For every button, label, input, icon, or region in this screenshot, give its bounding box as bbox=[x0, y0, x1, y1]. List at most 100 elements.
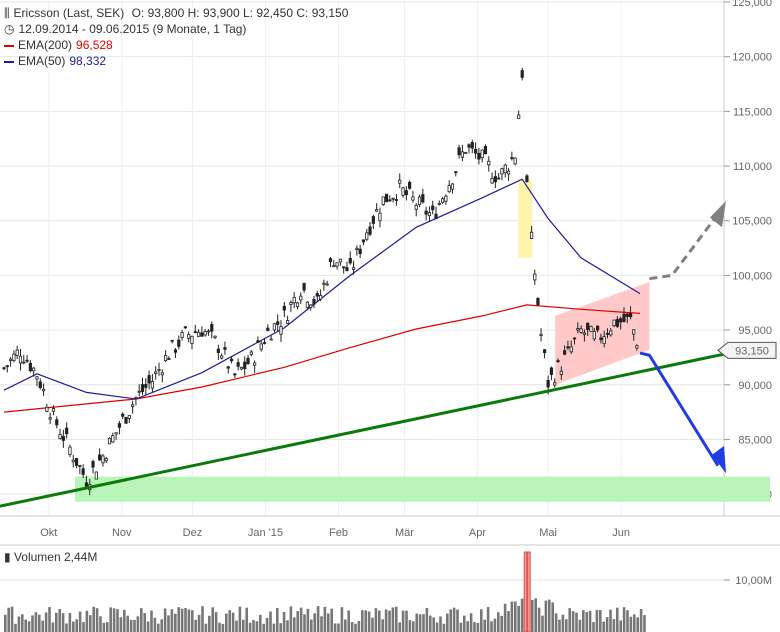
volume-bar bbox=[184, 607, 187, 632]
volume-bar bbox=[344, 619, 347, 632]
volume-bar bbox=[616, 607, 619, 632]
clock-icon: ◷ bbox=[4, 22, 15, 36]
volume-bar bbox=[578, 619, 582, 632]
volume-bar bbox=[116, 609, 119, 632]
volume-bar bbox=[41, 620, 44, 632]
volume-bar bbox=[238, 606, 242, 632]
volume-bar bbox=[306, 608, 310, 632]
candle-body bbox=[612, 319, 616, 326]
candle-body bbox=[246, 357, 250, 365]
volume-bar bbox=[150, 610, 153, 632]
volume-bar bbox=[78, 611, 82, 632]
candle-body bbox=[5, 365, 9, 368]
candle-body bbox=[150, 381, 154, 389]
x-tick-label: Mär bbox=[395, 527, 414, 539]
volume-bar bbox=[374, 608, 378, 632]
volume-bar bbox=[480, 609, 483, 632]
candle-body bbox=[368, 226, 372, 235]
candle-body bbox=[506, 170, 511, 175]
candle-body bbox=[599, 337, 603, 341]
y-tick-label: 125,000 bbox=[732, 0, 772, 9]
candle-body bbox=[322, 282, 326, 285]
bullish-arrowhead bbox=[710, 201, 726, 228]
candle-body bbox=[282, 305, 286, 311]
volume-bar bbox=[177, 607, 180, 632]
volume-bar bbox=[252, 620, 255, 632]
candle-body bbox=[180, 332, 184, 338]
candle-body bbox=[259, 343, 263, 350]
volume-label: ▮ Volumen 2,44M bbox=[4, 550, 98, 564]
volume-bar bbox=[259, 614, 262, 632]
candle-body bbox=[572, 337, 577, 340]
volume-bar bbox=[395, 606, 398, 632]
candle-body bbox=[338, 258, 342, 263]
ema200-label: EMA(200) bbox=[18, 38, 73, 52]
candle-body bbox=[404, 190, 408, 195]
candle-body bbox=[559, 370, 563, 375]
bearish-arrowhead bbox=[712, 446, 726, 474]
candle-body bbox=[299, 295, 303, 301]
volume-bars-icon: ▮ bbox=[4, 550, 11, 564]
volume-bar bbox=[218, 622, 221, 632]
volume-bar bbox=[490, 621, 493, 632]
candle-body bbox=[563, 350, 567, 355]
candle-body bbox=[61, 435, 65, 441]
volume-bar bbox=[561, 614, 565, 632]
volume-bar bbox=[503, 603, 507, 632]
volume-bar bbox=[605, 617, 609, 632]
volume-bar bbox=[588, 610, 592, 632]
candle-body bbox=[2, 367, 6, 370]
volume-bar bbox=[106, 622, 109, 632]
candle-body bbox=[615, 319, 619, 327]
candle-body bbox=[25, 359, 29, 362]
candle-body bbox=[589, 326, 593, 332]
volume-bar bbox=[425, 607, 429, 632]
candle-body bbox=[546, 380, 550, 388]
candle-body bbox=[609, 330, 613, 336]
candle-body bbox=[375, 209, 379, 212]
candle-body bbox=[22, 361, 26, 364]
candle-body bbox=[18, 355, 23, 364]
volume-bar bbox=[65, 623, 68, 632]
candle-body bbox=[579, 328, 583, 333]
volume-bar bbox=[612, 619, 616, 632]
volume-bar bbox=[191, 610, 194, 632]
y-tick-label: 120,000 bbox=[732, 52, 772, 64]
candle-body bbox=[183, 326, 187, 329]
bullish-arrow bbox=[649, 213, 720, 281]
x-tick-label: Feb bbox=[329, 527, 348, 539]
volume-bar bbox=[330, 608, 333, 632]
candle-body bbox=[325, 283, 329, 286]
candle-body bbox=[200, 332, 204, 337]
candle-body bbox=[351, 267, 356, 270]
volume-bar bbox=[473, 622, 476, 632]
volume-bar bbox=[364, 610, 367, 632]
candle-body bbox=[335, 262, 339, 267]
candle-body bbox=[65, 427, 69, 435]
candle-body bbox=[625, 313, 629, 317]
candle-body bbox=[517, 114, 521, 119]
candle-body bbox=[163, 354, 168, 362]
volume-bar bbox=[27, 621, 31, 632]
ohlc-values: O: 93,800 H: 93,900 L: 92,450 C: 93,150 bbox=[131, 6, 349, 20]
volume-bar bbox=[282, 611, 286, 632]
volume-bar bbox=[92, 606, 95, 632]
legend-ema200[interactable]: EMA(200) 96,528 bbox=[4, 38, 117, 52]
candle-body bbox=[569, 346, 573, 353]
volume-bar bbox=[558, 619, 561, 632]
volume-bar bbox=[446, 613, 449, 632]
volume-bar bbox=[466, 621, 469, 632]
volume-bar bbox=[527, 551, 531, 632]
candle-body bbox=[345, 267, 349, 272]
volume-bar bbox=[602, 621, 605, 632]
y-tick-label: 90,000 bbox=[738, 380, 772, 392]
volume-bar bbox=[133, 619, 136, 632]
volume-bar bbox=[153, 617, 157, 632]
volume-bar bbox=[483, 619, 486, 632]
candle-body bbox=[28, 362, 32, 372]
legend-ema50[interactable]: EMA(50) 98,332 bbox=[4, 54, 110, 68]
candle-body bbox=[464, 152, 468, 154]
candle-body bbox=[596, 325, 600, 331]
volume-bar bbox=[204, 623, 208, 632]
volume-bar bbox=[180, 608, 184, 632]
